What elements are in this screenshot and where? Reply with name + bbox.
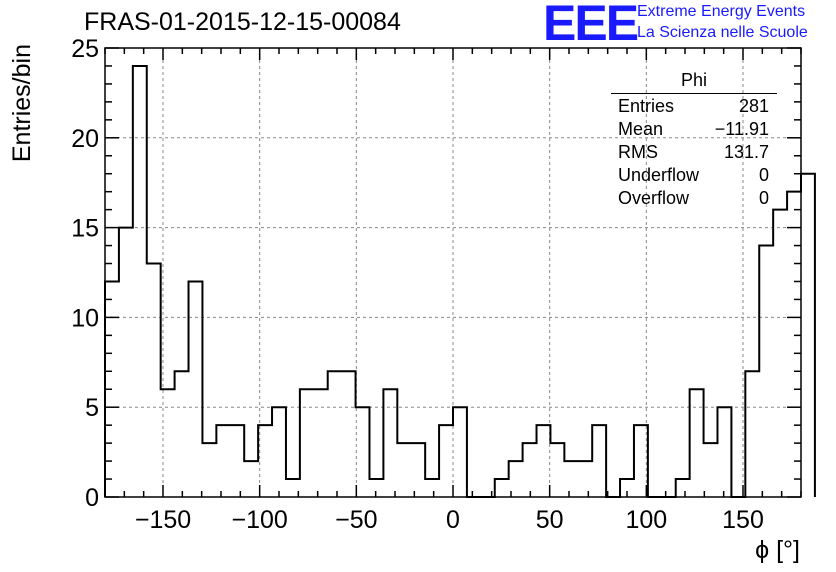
stats-label: Underflow	[618, 165, 700, 185]
x-tick-label: 150	[722, 506, 764, 534]
histogram-bin	[202, 443, 216, 497]
y-tick-label: 5	[85, 394, 99, 422]
stats-label: Entries	[618, 96, 675, 116]
histogram-bin	[704, 443, 718, 497]
histogram-bin	[578, 461, 592, 497]
histogram-bin	[342, 371, 356, 497]
y-tick-label: 15	[71, 215, 99, 243]
histogram-bin	[119, 228, 133, 497]
x-axis-label: ϕ [°]	[755, 536, 800, 564]
brand-line-1: Extreme Energy Events	[637, 3, 806, 20]
histogram-bin	[717, 407, 731, 497]
grid-lines	[105, 48, 801, 497]
histogram-bin	[300, 389, 314, 497]
y-tick-label: 0	[85, 484, 99, 512]
histogram-bin	[411, 443, 425, 497]
histogram-bin	[676, 479, 690, 497]
histogram-bin	[328, 371, 342, 497]
histogram-bin	[147, 264, 161, 497]
histogram-bin	[133, 66, 147, 497]
histogram-bin	[773, 210, 787, 497]
stats-label: Mean	[618, 119, 664, 139]
stats-value: 0	[758, 165, 769, 185]
histogram-bin	[175, 371, 189, 497]
x-tick-label: 50	[536, 506, 564, 534]
histogram-bin	[439, 425, 453, 497]
histogram-bin	[244, 461, 258, 497]
histogram-bin	[745, 371, 759, 497]
x-tick-label: −50	[335, 506, 377, 534]
x-tick-label: −150	[135, 506, 191, 534]
histogram-bin	[189, 281, 203, 497]
histogram-bin	[564, 461, 578, 497]
stats-value: 281	[738, 96, 769, 116]
histogram-bin	[495, 479, 509, 497]
stats-value: 131.7	[723, 142, 769, 162]
histogram-bin	[272, 407, 286, 497]
plot-frame	[104, 47, 802, 498]
histogram-bin	[425, 479, 439, 497]
stats-box: Phi Entries 281 Mean −11.91 RMS 131.7 Un…	[611, 70, 777, 210]
stats-row-entries: Entries 281	[611, 95, 777, 118]
y-tick-label: 10	[71, 304, 99, 332]
histogram-bin	[537, 425, 551, 497]
histogram-bin	[356, 407, 370, 497]
y-tick-label: 25	[71, 35, 99, 63]
histogram-outline	[104, 64, 816, 498]
stats-label: RMS	[618, 142, 658, 162]
histogram-bin	[383, 389, 397, 497]
stats-value: 0	[758, 188, 769, 208]
eee-logo: EEE	[543, 0, 639, 51]
stats-row-overflow: Overflow 0	[611, 187, 777, 210]
histogram-bin	[523, 443, 537, 497]
histogram-bin	[550, 443, 564, 497]
histogram-bin	[787, 192, 801, 497]
stats-row-rms: RMS 131.7	[611, 141, 777, 164]
x-tick-label: −100	[232, 506, 288, 534]
stats-row-mean: Mean −11.91	[611, 118, 777, 141]
histogram-bin	[314, 389, 328, 497]
stats-value: −11.91	[714, 119, 769, 139]
x-tick-label: 100	[625, 506, 667, 534]
stats-label: Overflow	[618, 188, 690, 208]
stats-box-title: Phi	[611, 70, 777, 94]
histogram-bin	[453, 407, 467, 497]
stats-row-underflow: Underflow 0	[611, 164, 777, 187]
histogram-bin	[161, 389, 175, 497]
histogram-bin	[230, 425, 244, 497]
x-tick-label: 0	[446, 506, 460, 534]
histogram-bin	[216, 425, 230, 497]
chart-title: FRAS-01-2015-12-15-00084	[84, 8, 401, 36]
histogram-bin	[801, 174, 815, 497]
y-axis-label: Entries/bin	[8, 44, 36, 162]
brand-line-2: La Scienza nelle Scuole	[637, 24, 808, 41]
tick-labels: −150 −100 −50 0 50 100 150 0 5 10 15 20 25	[71, 35, 764, 534]
histogram-bin	[592, 425, 606, 497]
histogram-bin	[369, 479, 383, 497]
histogram-bin	[397, 443, 411, 497]
histogram-bin	[759, 246, 773, 497]
histogram-bin	[690, 389, 704, 497]
y-tick-label: 20	[71, 125, 99, 153]
histogram-series	[104, 64, 816, 498]
